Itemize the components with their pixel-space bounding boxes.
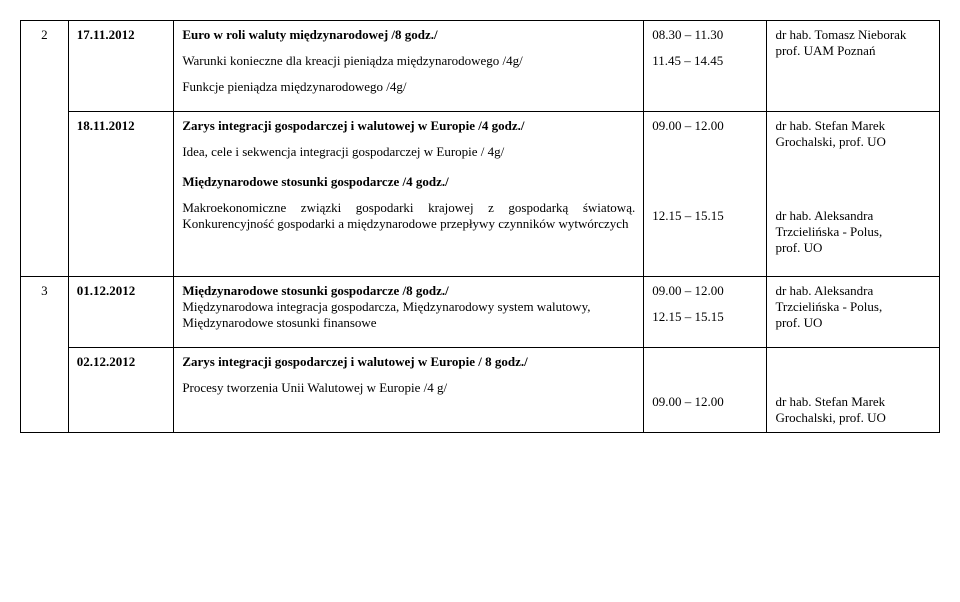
lecturer-line: prof. UO — [775, 240, 822, 255]
row-desc: Zarys integracji gospodarczej i walutowe… — [174, 348, 644, 433]
lecturer-line: Trzcielińska - Polus, — [775, 224, 882, 239]
row-lecturer: dr hab. Aleksandra Trzcielińska - Polus,… — [767, 277, 940, 348]
row-number: 2 — [21, 21, 69, 277]
course-line: Warunki konieczne dla kreacji pieniądza … — [182, 53, 635, 69]
row-time: 09.00 – 12.00 — [644, 348, 767, 433]
table-row: 3 01.12.2012 Międzynarodowe stosunki gos… — [21, 277, 940, 348]
time-line: 12.15 – 15.15 — [652, 309, 758, 325]
row-date: 17.11.2012 — [68, 21, 174, 112]
lecturer-line: dr hab. Stefan Marek — [775, 118, 885, 133]
row-time: 09.00 – 12.00 12.15 – 15.15 — [644, 112, 767, 277]
row-desc: Zarys integracji gospodarczej i walutowe… — [174, 112, 644, 277]
row-lecturer: dr hab. Tomasz Nieborak prof. UAM Poznań — [767, 21, 940, 112]
time-line: 09.00 – 12.00 — [652, 118, 758, 134]
lecturer-line: prof. UO — [775, 315, 822, 330]
row-lecturer: dr hab. Stefan Marek Grochalski, prof. U… — [767, 112, 940, 277]
table-row: 18.11.2012 Zarys integracji gospodarczej… — [21, 112, 940, 277]
row-time: 09.00 – 12.00 12.15 – 15.15 — [644, 277, 767, 348]
lecturer-line: dr hab. Stefan Marek — [775, 394, 885, 409]
row-desc: Euro w roli waluty międzynarodowej /8 go… — [174, 21, 644, 112]
course-line: Makroekonomiczne związki gospodarki kraj… — [182, 200, 635, 232]
row-date: 18.11.2012 — [68, 112, 174, 277]
row-date: 01.12.2012 — [68, 277, 174, 348]
row-time: 08.30 – 11.30 11.45 – 14.45 — [644, 21, 767, 112]
course-line: Funkcje pieniądza międzynarodowego /4g/ — [182, 79, 635, 95]
row-date: 02.12.2012 — [68, 348, 174, 433]
row-lecturer: dr hab. Stefan Marek Grochalski, prof. U… — [767, 348, 940, 433]
lecturer-line: dr hab. Aleksandra — [775, 208, 873, 223]
course-title: Zarys integracji gospodarczej i walutowe… — [182, 118, 635, 134]
table-row: 2 17.11.2012 Euro w roli waluty międzyna… — [21, 21, 940, 112]
schedule-table: 2 17.11.2012 Euro w roli waluty międzyna… — [20, 20, 940, 433]
table-row: 02.12.2012 Zarys integracji gospodarczej… — [21, 348, 940, 433]
lecturer-line: Grochalski, prof. UO — [775, 134, 885, 149]
lecturer-line: Trzcielińska - Polus, — [775, 299, 882, 314]
time-line: 08.30 – 11.30 — [652, 27, 758, 43]
lecturer-line: dr hab. Tomasz Nieborak — [775, 27, 906, 42]
course-title: Międzynarodowe stosunki gospodarcze /8 g… — [182, 283, 448, 298]
course-line: Idea, cele i sekwencja integracji gospod… — [182, 144, 635, 160]
time-line: 09.00 – 12.00 — [652, 283, 758, 299]
course-title: Zarys integracji gospodarczej i walutowe… — [182, 354, 635, 370]
lecturer-line: prof. UAM Poznań — [775, 43, 875, 58]
time-line: 12.15 – 15.15 — [652, 208, 758, 224]
row-desc: Międzynarodowe stosunki gospodarcze /8 g… — [174, 277, 644, 348]
course-title: Międzynarodowe stosunki gospodarcze /4 g… — [182, 174, 635, 190]
course-line: Procesy tworzenia Unii Walutowej w Europ… — [182, 380, 635, 396]
lecturer-line: Grochalski, prof. UO — [775, 410, 885, 425]
course-title: Euro w roli waluty międzynarodowej /8 go… — [182, 27, 635, 43]
time-line: 11.45 – 14.45 — [652, 53, 758, 69]
time-line: 09.00 – 12.00 — [652, 394, 758, 410]
course-line: Międzynarodowa integracja gospodarcza, M… — [182, 299, 590, 330]
row-number: 3 — [21, 277, 69, 433]
lecturer-line: dr hab. Aleksandra — [775, 283, 873, 298]
